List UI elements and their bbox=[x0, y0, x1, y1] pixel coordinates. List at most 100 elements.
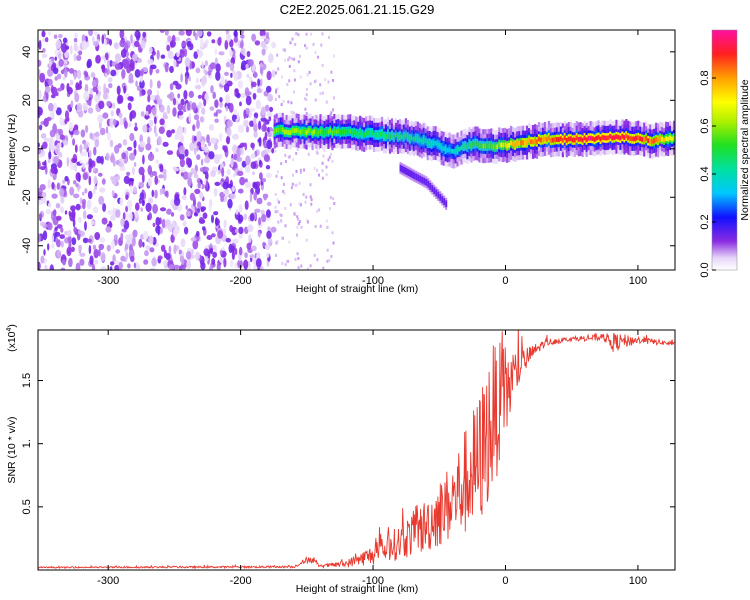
noise-speckle bbox=[197, 49, 203, 58]
transition-speckle bbox=[277, 220, 280, 224]
noise-speckle bbox=[113, 234, 118, 240]
transition-speckle bbox=[300, 225, 303, 229]
noise-speckle bbox=[256, 88, 262, 94]
noise-speckle bbox=[239, 176, 246, 186]
transition-speckle bbox=[326, 225, 329, 229]
ridge-cell bbox=[460, 145, 463, 150]
transition-speckle bbox=[303, 168, 306, 172]
ridge-cell bbox=[508, 142, 511, 148]
noise-speckle bbox=[201, 107, 206, 115]
noise-speckle bbox=[60, 195, 65, 204]
branch-cell bbox=[427, 180, 430, 188]
noise-speckle bbox=[156, 49, 160, 60]
transition-speckle bbox=[283, 182, 285, 186]
noise-speckle bbox=[253, 131, 258, 139]
noise-speckle bbox=[166, 209, 172, 215]
noise-speckle bbox=[99, 127, 106, 136]
ridge-cell bbox=[639, 136, 642, 141]
transition-speckle bbox=[325, 165, 328, 169]
noise-speckle bbox=[44, 266, 49, 270]
ridge-cell bbox=[369, 130, 372, 135]
noise-speckle bbox=[249, 120, 255, 127]
noise-speckle bbox=[250, 153, 256, 159]
noise-speckle bbox=[158, 126, 165, 134]
noise-speckle bbox=[190, 237, 197, 242]
noise-speckle bbox=[202, 226, 206, 231]
snr-panel: -300 -200 -100 0 100 0.5 1. 1.5 Height of strai… bbox=[6, 324, 676, 595]
noise-speckle bbox=[266, 70, 272, 81]
spectrogram-x-label: Height of straight line (km) bbox=[296, 283, 419, 295]
noise-speckle bbox=[183, 226, 189, 235]
noise-speckle bbox=[47, 202, 52, 208]
noise-speckle bbox=[109, 39, 112, 46]
noise-speckle bbox=[62, 76, 66, 81]
noise-speckle bbox=[267, 237, 273, 247]
noise-speckle bbox=[126, 146, 133, 151]
ridge-cell bbox=[490, 143, 493, 148]
transition-speckle bbox=[276, 209, 279, 213]
noise-speckle bbox=[222, 189, 230, 195]
noise-speckle bbox=[76, 69, 82, 80]
noise-speckle bbox=[205, 39, 209, 45]
noise-speckle bbox=[238, 204, 243, 213]
noise-speckle bbox=[133, 262, 137, 269]
noise-speckle bbox=[147, 165, 153, 176]
noise-speckle bbox=[62, 179, 66, 184]
snr-y-multiplier-close: ) bbox=[6, 324, 18, 328]
noise-speckle bbox=[149, 66, 153, 76]
noise-speckle bbox=[109, 139, 114, 148]
noise-speckle bbox=[103, 57, 107, 63]
transition-speckle bbox=[325, 173, 328, 177]
noise-speckle bbox=[228, 102, 234, 113]
noise-speckle bbox=[93, 40, 99, 47]
ridge-cell bbox=[539, 137, 543, 143]
transition-speckle bbox=[293, 90, 295, 94]
noise-speckle bbox=[47, 179, 51, 189]
noise-speckle bbox=[88, 175, 92, 186]
transition-speckle bbox=[332, 241, 335, 245]
noise-speckle bbox=[226, 135, 231, 145]
transition-speckle bbox=[321, 32, 324, 36]
ridge-cell bbox=[285, 129, 288, 135]
noise-speckle bbox=[253, 71, 258, 79]
noise-speckle bbox=[64, 68, 68, 78]
ridge-cell bbox=[635, 135, 638, 141]
noise-speckle bbox=[150, 64, 157, 70]
noise-speckle bbox=[197, 207, 200, 214]
noise-speckle bbox=[217, 37, 222, 46]
noise-speckle bbox=[110, 110, 115, 117]
noise-speckle bbox=[229, 62, 235, 72]
noise-speckle bbox=[51, 243, 55, 249]
noise-speckle bbox=[184, 57, 191, 67]
noise-speckle bbox=[125, 205, 129, 213]
noise-speckle bbox=[237, 80, 244, 89]
transition-speckle bbox=[275, 90, 278, 94]
noise-speckle bbox=[154, 116, 157, 125]
noise-speckle bbox=[266, 111, 273, 118]
noise-speckle bbox=[214, 99, 219, 108]
ridge-cell bbox=[559, 136, 562, 142]
noise-speckle bbox=[38, 124, 43, 131]
noise-speckle bbox=[155, 147, 159, 153]
noise-speckle bbox=[243, 119, 249, 128]
noise-speckle bbox=[85, 125, 89, 133]
noise-speckle bbox=[213, 211, 219, 216]
transition-speckle bbox=[313, 253, 316, 257]
noise-speckle bbox=[231, 134, 239, 140]
ridge-cell bbox=[323, 130, 326, 136]
ridge-cell bbox=[293, 128, 296, 134]
noise-speckle bbox=[58, 58, 64, 67]
noise-speckle bbox=[197, 94, 203, 99]
noise-speckle bbox=[196, 145, 199, 152]
noise-speckle bbox=[47, 243, 50, 251]
noise-speckle bbox=[156, 98, 163, 106]
noise-speckle bbox=[164, 190, 168, 197]
noise-speckle bbox=[93, 248, 99, 259]
noise-speckle bbox=[208, 203, 212, 212]
noise-speckle bbox=[157, 136, 162, 146]
noise-speckle bbox=[156, 80, 161, 89]
ridge-cell bbox=[388, 134, 392, 140]
snr-marks bbox=[38, 330, 675, 570]
ridge-cell bbox=[385, 134, 388, 139]
noise-speckle bbox=[162, 115, 169, 120]
